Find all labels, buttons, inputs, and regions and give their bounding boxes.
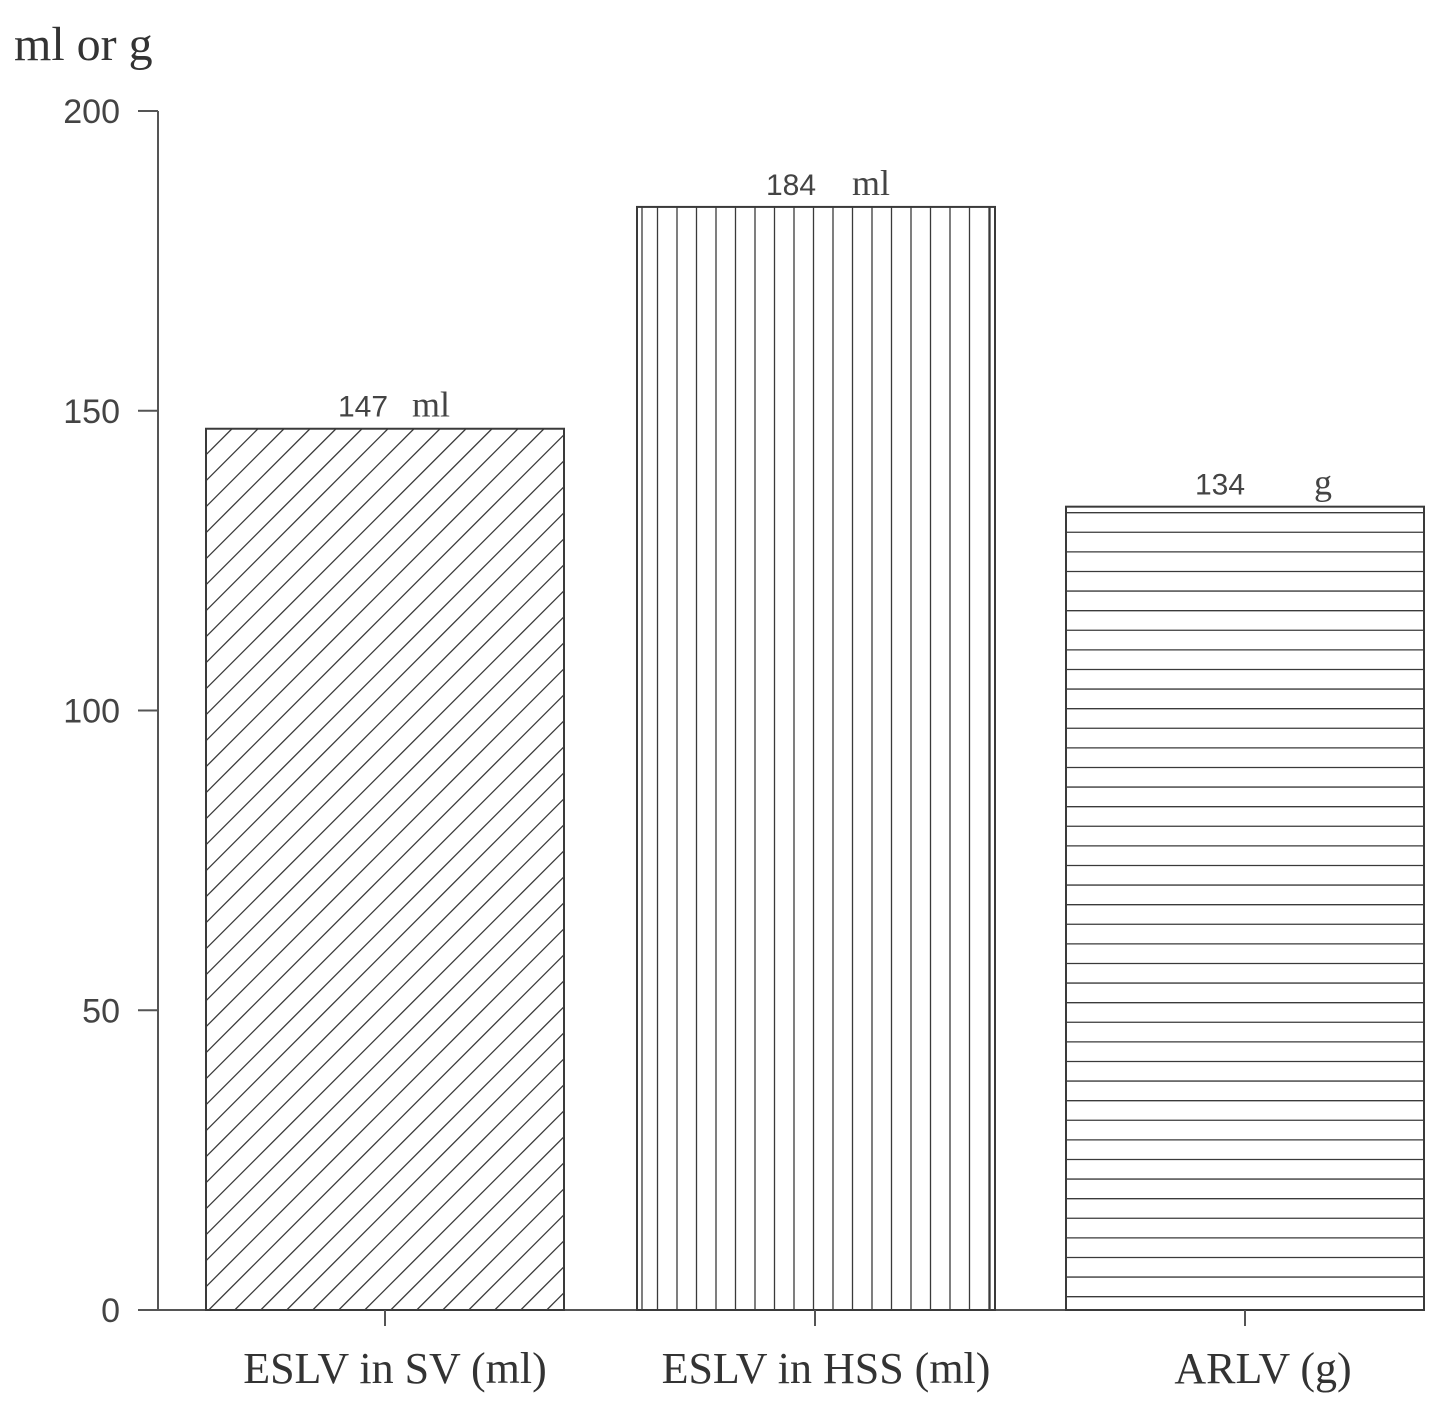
bar-background [206,428,564,1310]
bar-hatch [1066,512,1424,1298]
bar-value-label: 147 [338,391,388,424]
bar-2: 184 ml [636,163,996,1311]
bar-hatch [641,206,991,1310]
bar-value-label: 184 [766,169,816,202]
bar-value-unit: ml [412,385,450,425]
y-axis-ticks: 0 50 100 150 200 [63,93,158,1330]
y-tick-label: 150 [63,393,120,431]
y-tick-label: 0 [101,1292,120,1330]
x-axis-ticks: ESLV in SV (ml) ESLV in HSS (ml) ARLV (g) [243,1310,1352,1393]
bar-value-unit: g [1314,463,1332,503]
bar-3: 134 g [1065,463,1425,1312]
x-category-label: ARLV (g) [1174,1344,1351,1393]
x-category-label: ESLV in SV (ml) [243,1344,547,1393]
bar-hatch [206,428,564,1310]
bar-background [637,206,995,1310]
y-tick-label: 50 [82,992,120,1030]
bars-group: 147 ml 184 ml 134 g [205,163,1425,1312]
bar-background [1066,506,1424,1310]
y-tick-label: 100 [63,693,120,731]
x-category-label: ESLV in HSS (ml) [662,1344,991,1393]
bar-1: 147 ml [205,385,565,1311]
bar-value-unit: ml [852,163,890,203]
bar-value-label: 134 [1195,469,1245,502]
y-tick-label: 200 [63,93,120,131]
y-axis-title: ml or g [14,18,153,71]
